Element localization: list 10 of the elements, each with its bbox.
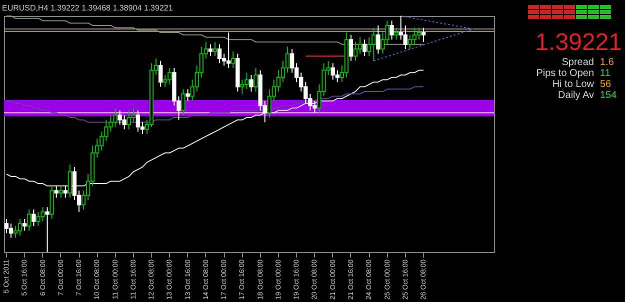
text: Daily Av [558,90,594,101]
text: Hi to Low [552,79,595,90]
text: 1.6 [600,57,614,68]
text: 11 [600,68,611,79]
chart-title: EURUSD,H4 1.39222 1.39468 1.38904 1.39221 [2,4,174,12]
text: 56 [600,79,612,90]
text: 1.39221 [535,29,622,56]
text: 154 [600,90,618,101]
text: Pips to Open [536,68,594,79]
text: Spread [562,57,594,68]
